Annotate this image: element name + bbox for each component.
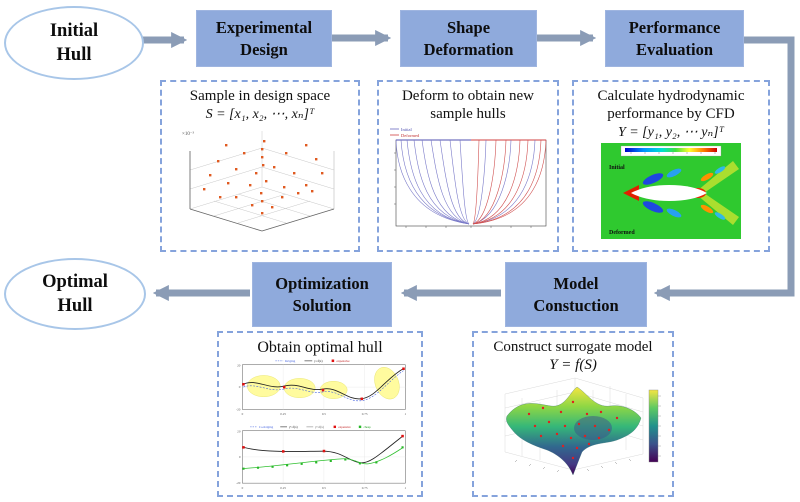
svg-text:-20: -20 <box>236 408 241 412</box>
kriging-legend: Kriging y=f(x) expensive <box>275 359 350 363</box>
kriging-legend-0: Kriging <box>285 359 296 363</box>
cfd-label-initial: Initial <box>609 165 625 171</box>
experimental-design-label-line2: Design <box>240 39 288 59</box>
svg-text:0.5: 0.5 <box>322 412 326 416</box>
kriging-legend-2: expensive <box>336 359 350 363</box>
initial-hull-label-line2: Hull <box>56 45 92 65</box>
design-space-formula: S = [x₁, x₂, ⋯, xₙ]ᵀ <box>205 107 315 122</box>
cfd-label-deformed: Deformed <box>609 230 635 236</box>
cfd-formula: Y = [y₁, y₂, ⋯ yₙ]ᵀ <box>617 125 725 140</box>
optimal-hull-label-line2: Hull <box>57 296 93 316</box>
panel-optimization: Obtain optimal hull Kriging y=f(x) expen… <box>217 331 423 497</box>
performance-evaluation-label-line1: Performance <box>628 18 721 38</box>
svg-text:0.75: 0.75 <box>362 486 368 490</box>
svg-text:20: 20 <box>237 430 241 434</box>
surface-mesh <box>506 386 642 476</box>
surface-sample-points <box>527 400 619 460</box>
svg-text:0.25: 0.25 <box>280 412 286 416</box>
cokriging-expensive-curve <box>243 435 404 464</box>
kriging-sample-points <box>242 367 405 401</box>
node-performance-evaluation: Performance Evaluation <box>605 10 744 67</box>
model-construction-label-line1: Model <box>553 274 599 294</box>
surface-colorbar-ticks <box>658 395 661 457</box>
cfd-title-line2: performance by CFD <box>607 106 735 122</box>
kriging-legend-1: y=f(x) <box>314 359 322 363</box>
cokriging-cheap-points <box>242 446 404 470</box>
design-space-title: Sample in design space <box>189 88 331 104</box>
experimental-design-label-line1: Experimental <box>215 18 313 38</box>
initial-hull-label-line1: Initial <box>49 20 99 41</box>
optimization-solution-label-line2: Solution <box>292 295 352 315</box>
cokriging-legend-4: cheap <box>364 425 372 429</box>
hull-sections-initial <box>395 139 536 225</box>
hull-plot-frame <box>395 139 547 227</box>
cfd-title-line1: Calculate hydrodynamic <box>597 88 745 104</box>
cokriging-expensive-points <box>242 435 404 453</box>
hull-legend-deformed: Deformed <box>401 133 420 138</box>
optimal-hull-label-line1: Optimal <box>42 271 108 292</box>
cokriging-legend-3: expensive <box>338 425 351 429</box>
hull-legend: Initial Deformed <box>390 127 420 138</box>
deformation-title-line2: sample hulls <box>430 106 506 122</box>
svg-text:0: 0 <box>239 385 241 389</box>
performance-evaluation-label-line2: Evaluation <box>635 39 714 59</box>
svg-text:0.25: 0.25 <box>280 486 286 490</box>
svg-text:-20: -20 <box>236 481 241 485</box>
svg-text:1: 1 <box>405 486 407 490</box>
svg-text:1: 1 <box>405 412 407 416</box>
hull-sections-figure: Initial Deformed <box>390 127 547 228</box>
node-experimental-design: Experimental Design <box>196 10 332 67</box>
shape-deformation-label-line1: Shape <box>446 18 491 38</box>
kriging-uncertainty-bands <box>247 367 400 400</box>
surrogate-title: Construct surrogate model <box>493 339 653 355</box>
cokriging-plot-figure: Co-Kriging yᵉ=f(x) yᶜ=f(x) expensive che… <box>236 425 407 490</box>
model-construction-label-line2: Constuction <box>533 295 619 315</box>
svg-text:0.5: 0.5 <box>322 486 326 490</box>
node-initial-hull: Initial Hull <box>4 6 144 80</box>
panel-design-space: Sample in design space S = [x₁, x₂, ⋯, x… <box>160 80 360 252</box>
kriging-surrogate-curve <box>243 370 404 402</box>
optimization-solution-label-line1: Optimization <box>275 274 369 294</box>
kriging-plot-figure: Kriging y=f(x) expensive <box>236 359 407 416</box>
design-space-scatter-figure: ×10⁻³ <box>182 131 335 232</box>
svg-text:0.75: 0.75 <box>362 412 368 416</box>
hull-sections-deformed <box>472 139 547 225</box>
cokriging-legend: Co-Kriging yᵉ=f(x) yᶜ=f(x) expensive che… <box>250 425 371 429</box>
cokriging-cheap-curve <box>243 447 404 470</box>
kriging-yticks: 20 0 -20 <box>236 364 241 412</box>
cokriging-xticks: 0 0.25 0.5 0.75 1 <box>242 486 407 490</box>
node-model-construction: Model Constuction <box>505 262 647 327</box>
surrogate-surface-figure <box>504 377 661 476</box>
svg-text:0: 0 <box>239 455 241 459</box>
panel-surrogate: Construct surrogate model Y = f(S) <box>472 331 674 497</box>
cfd-wake-pattern <box>623 161 739 225</box>
svg-text:0: 0 <box>242 412 244 416</box>
cokriging-yticks: 20 0 -20 <box>236 430 241 485</box>
shape-deformation-label-line2: Deformation <box>423 39 514 59</box>
hull-axis-ticks <box>394 152 532 228</box>
node-optimal-hull: Optimal Hull <box>4 258 146 330</box>
node-optimization-solution: Optimization Solution <box>252 262 392 327</box>
hull-legend-initial: Initial <box>401 127 412 132</box>
scatter-scale-label: ×10⁻³ <box>182 131 194 137</box>
optimization-title: Obtain optimal hull <box>257 339 383 356</box>
cokriging-legend-1: yᵉ=f(x) <box>289 425 298 429</box>
surface-depression <box>574 416 612 440</box>
cokriging-legend-0: Co-Kriging <box>259 425 274 429</box>
panel-deformation: Deform to obtain new sample hulls Initia… <box>377 80 559 252</box>
scatter-points <box>203 140 324 215</box>
cfd-contour-figure: Initial Deformed <box>601 143 741 239</box>
deformation-title-line1: Deform to obtain new <box>401 88 535 104</box>
svg-text:0: 0 <box>242 486 244 490</box>
kriging-xticks: 0 0.25 0.5 0.75 1 <box>242 412 407 416</box>
surrogate-formula: Y = f(S) <box>549 357 597 373</box>
svg-text:20: 20 <box>237 364 241 368</box>
scatter-axes <box>189 151 335 232</box>
surface-axis-ticks <box>514 458 632 473</box>
panel-cfd: Calculate hydrodynamic performance by CF… <box>572 80 770 252</box>
node-shape-deformation: Shape Deformation <box>400 10 537 67</box>
cokriging-legend-2: yᶜ=f(x) <box>315 425 324 429</box>
surface-colorbar <box>648 389 659 463</box>
